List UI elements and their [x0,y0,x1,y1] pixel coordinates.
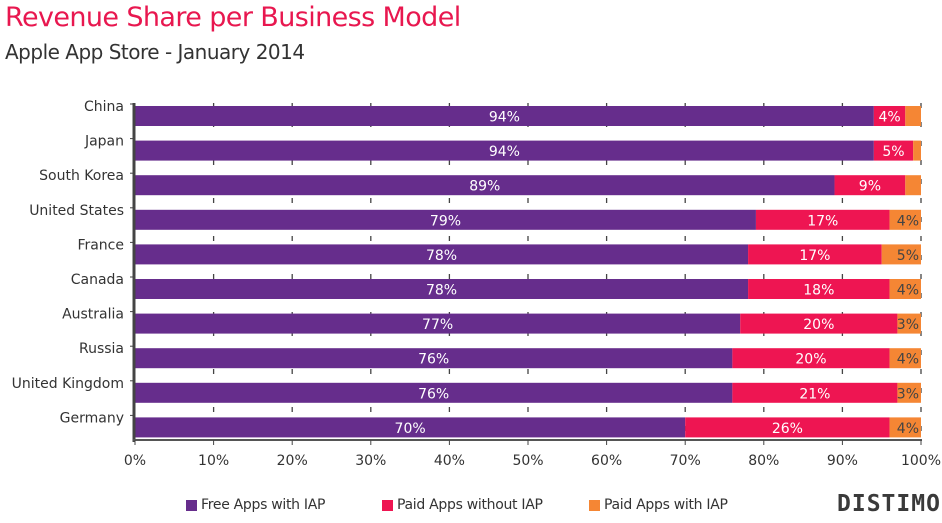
chart-title: Revenue Share per Business Model [5,2,461,33]
legend-item-paid-apps-without-iap: Paid Apps without IAP [382,497,543,513]
data-label: 9% [859,179,881,195]
x-tick-label: 50% [512,453,543,469]
data-label: 5% [882,144,904,160]
bar-segment [905,106,921,126]
bar-segment [905,175,921,196]
legend-label: Free Apps with IAP [201,497,326,513]
legend-label: Paid Apps with IAP [604,497,728,513]
category-label: South Korea [39,168,124,184]
legend-item-paid-apps-with-iap: Paid Apps with IAP [589,497,728,513]
data-label: 18% [803,283,834,299]
data-label: 21% [799,386,830,402]
data-label: 5% [897,248,919,264]
bar-segment [748,279,890,299]
bar-segment [135,279,749,299]
data-label: 4% [897,421,919,437]
bar-segment [881,244,921,265]
bar-segment [732,348,890,369]
legend-item-free-apps-with-iap: Free Apps with IAP [186,497,325,513]
x-tick-label: 60% [591,453,622,469]
x-tick-label: 0% [124,453,146,469]
bar-segment [889,348,921,369]
bar-segment [685,417,890,438]
data-label: 94% [489,144,520,160]
bar-segment [740,313,898,334]
data-label: 4% [897,213,919,229]
bar-segment [135,244,749,265]
data-label: 76% [418,386,449,402]
x-tick-label: 40% [434,453,465,469]
legend: Free Apps with IAP Paid Apps without IAP… [0,497,942,519]
data-label: 3% [897,386,919,402]
x-tick-label: 20% [277,453,308,469]
bar-segment [834,175,906,196]
bar-segment [135,313,741,334]
bar-segment [135,140,874,161]
legend-swatch [186,499,197,511]
x-tick-label: 70% [670,453,701,469]
legend-label: Paid Apps without IAP [397,497,543,513]
x-tick-label: 30% [355,453,386,469]
distimo-logo: DISTIMO [837,491,941,517]
bar-segment [889,279,921,299]
category-label: Russia [79,341,124,357]
bar-segment [873,106,906,126]
bar-segment [913,140,921,161]
data-label: 70% [395,421,426,437]
chart-subtitle: Apple App Store - January 2014 [5,40,305,64]
data-label: 17% [799,248,830,264]
data-label: 89% [469,179,500,195]
bar-segment [748,244,882,265]
bar-segment [897,382,921,403]
bar-segment [135,209,756,230]
bar-segment [889,417,921,438]
data-label: 4% [897,352,919,368]
data-label: 17% [807,213,838,229]
bar-segment [135,417,686,438]
data-label: 20% [795,352,826,368]
bar-segment [135,348,733,369]
legend-swatch [382,499,393,511]
category-label: Australia [62,307,124,323]
legend-swatch [589,499,600,511]
category-label: China [84,99,124,115]
data-label: 94% [489,110,520,126]
data-label: 4% [878,110,900,126]
bar-segment [135,382,733,403]
category-label: Japan [84,134,124,150]
data-label: 78% [426,248,457,264]
bar-segment [897,313,921,334]
x-tick-label: 90% [827,453,858,469]
data-label: 4% [897,283,919,299]
data-label: 78% [426,283,457,299]
category-label: Canada [71,272,124,288]
data-label: 20% [803,317,834,333]
x-tick-label: 100% [901,453,941,469]
bar-segment [755,209,890,230]
data-label: 77% [422,317,453,333]
bar-segment [135,106,874,126]
bar-segment [873,140,914,161]
category-label: Germany [60,410,124,426]
data-label: 76% [418,352,449,368]
data-label: 3% [897,317,919,333]
x-tick-label: 10% [198,453,229,469]
category-label: United States [29,203,124,219]
data-label: 79% [430,213,461,229]
bar-segment [889,209,921,230]
bar-segment [732,382,898,403]
category-label: France [77,237,124,253]
data-label: 26% [772,421,803,437]
category-label: United Kingdom [12,376,124,392]
bar-segment [135,175,835,196]
x-tick-label: 80% [748,453,779,469]
